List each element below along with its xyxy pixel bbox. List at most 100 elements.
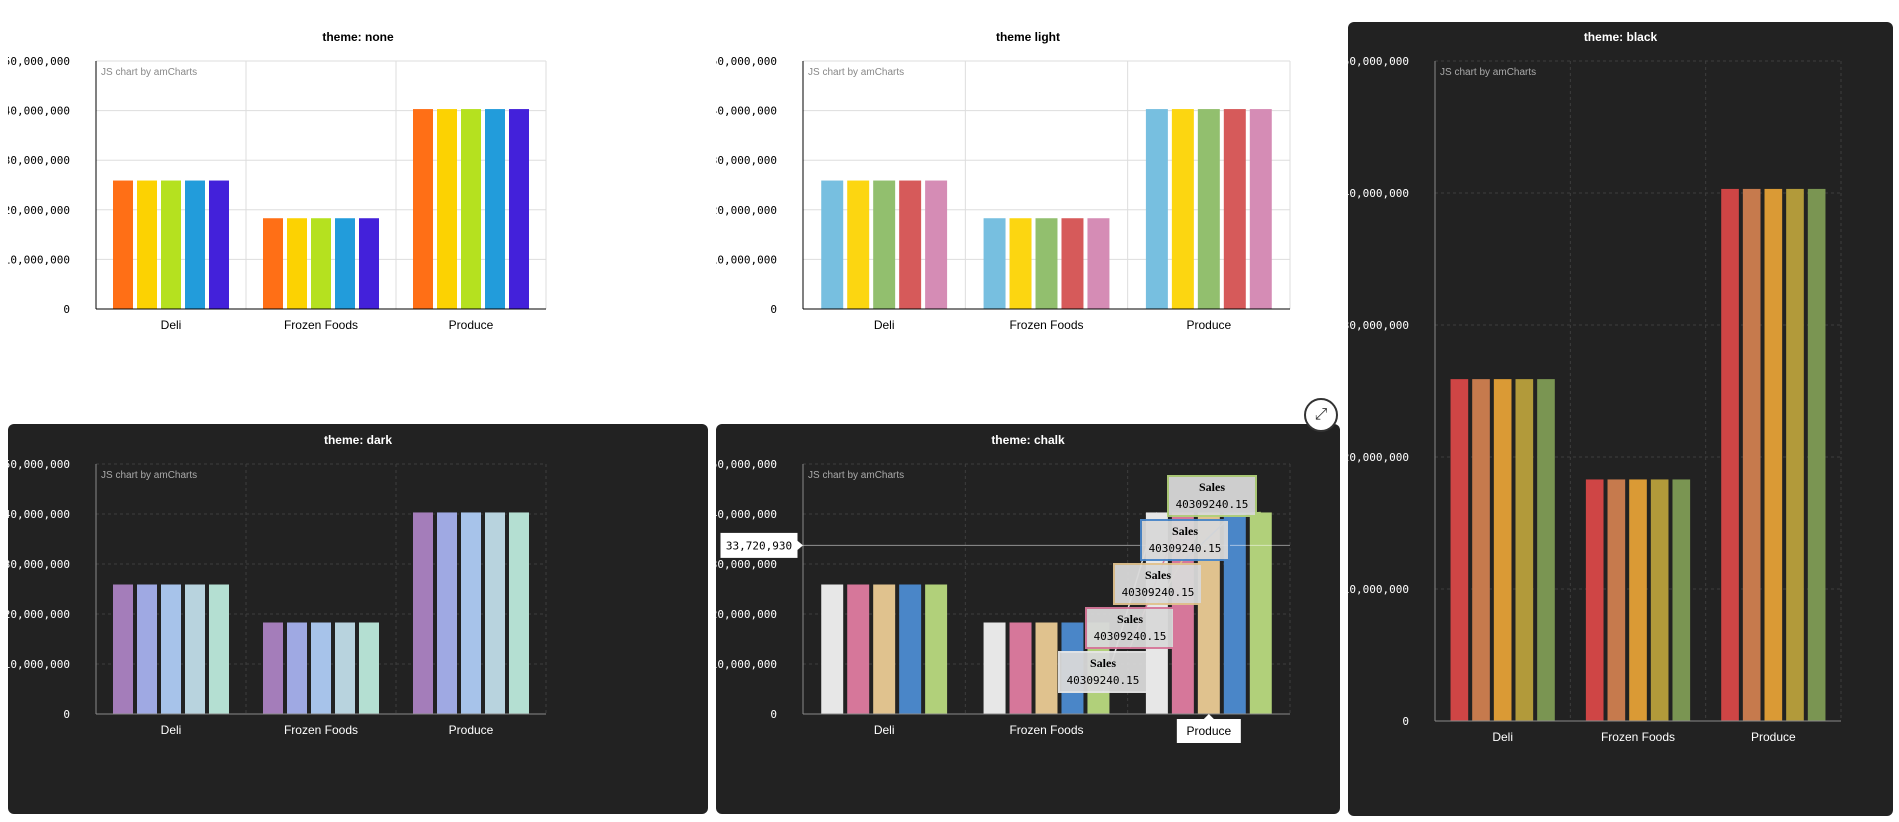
- y-tick-label: 30,000,000: [716, 154, 777, 167]
- x-tick-label: Produce: [1751, 730, 1796, 744]
- y-tick-label: 10,000,000: [716, 658, 777, 671]
- bar: [359, 622, 379, 714]
- balloon-title: Sales: [1145, 568, 1171, 582]
- balloon: [1167, 475, 1257, 517]
- cursor-category-pointer: [1203, 714, 1214, 719]
- bar: [359, 218, 379, 309]
- bar: [1764, 188, 1783, 721]
- x-tick-label: Frozen Foods: [1009, 723, 1083, 737]
- bar: [413, 512, 433, 714]
- bar: [847, 180, 870, 309]
- bar: [1786, 188, 1804, 721]
- bar: [1035, 622, 1058, 714]
- chart-title: theme: black: [1584, 30, 1658, 44]
- bar: [1493, 379, 1512, 721]
- y-tick-label: 0: [1402, 715, 1409, 728]
- balloon: [1113, 563, 1203, 605]
- x-tick-label: Deli: [161, 318, 182, 332]
- balloon-value: 40309240.15: [1067, 674, 1140, 687]
- bar: [461, 109, 481, 310]
- x-tick-label: Deli: [874, 723, 895, 737]
- bar: [1009, 622, 1032, 714]
- bar: [1472, 379, 1490, 721]
- bar: [437, 512, 457, 714]
- bar: [161, 584, 181, 714]
- y-tick-label: 50,000,000: [1348, 55, 1409, 68]
- bar: [1450, 379, 1469, 721]
- bar: [509, 109, 529, 310]
- bar: [185, 584, 205, 714]
- bar: [873, 180, 896, 309]
- bar: [1249, 512, 1272, 714]
- y-tick-label: 40,000,000: [1348, 187, 1409, 200]
- y-tick-label: 40,000,000: [8, 105, 70, 118]
- balloon-title: Sales: [1090, 656, 1116, 670]
- cursor-category-label: Produce: [1186, 724, 1231, 738]
- bar: [263, 622, 283, 714]
- y-tick-label: 20,000,000: [716, 204, 777, 217]
- bar: [1087, 218, 1110, 309]
- bar: [1721, 188, 1739, 721]
- bar: [185, 180, 205, 309]
- bar: [263, 218, 283, 309]
- chart-credit: JS chart by amCharts: [1440, 67, 1536, 78]
- x-tick-label: Frozen Foods: [1601, 730, 1675, 744]
- y-tick-label: 50,000,000: [8, 55, 70, 68]
- chart-theme-light: theme light 0 10,000,000 20,000,000 30,000,0…: [716, 30, 1291, 332]
- bar: [437, 109, 457, 310]
- bar: [983, 622, 1006, 714]
- bar: [335, 622, 355, 714]
- bar: [1223, 512, 1246, 714]
- bar: [1171, 512, 1194, 714]
- balloon-value: 40309240.15: [1149, 542, 1222, 555]
- chart-panel-theme-chalk: theme: chalk 0 10,000,000 20,000,000 30,000,…: [716, 424, 1340, 814]
- x-tick-label: Produce: [449, 723, 494, 737]
- x-tick-label: Deli: [1492, 730, 1513, 744]
- bar: [311, 622, 331, 714]
- balloon-value: 40309240.15: [1122, 586, 1195, 599]
- x-tick-label: Produce: [449, 318, 494, 332]
- bar: [1629, 479, 1647, 721]
- balloon-title: Sales: [1199, 480, 1225, 494]
- bar: [1197, 109, 1220, 310]
- chart-title: theme: chalk: [991, 433, 1065, 447]
- chart-credit: JS chart by amCharts: [808, 67, 904, 78]
- bar: [1171, 109, 1194, 310]
- bar: [821, 180, 844, 309]
- y-tick-label: 10,000,000: [8, 253, 70, 266]
- bar: [137, 584, 157, 714]
- balloon: [1140, 519, 1230, 561]
- y-tick-label: 0: [63, 303, 70, 316]
- chart-theme-none: theme: none 0 10,000,000 20,000,000 30,000,0…: [8, 30, 547, 332]
- cursor-value-pointer: [797, 540, 803, 551]
- bar: [1807, 188, 1826, 721]
- bar: [1035, 218, 1058, 309]
- bar: [161, 180, 181, 309]
- bar: [413, 109, 433, 310]
- y-tick-label: 20,000,000: [1348, 451, 1409, 464]
- y-tick-label: 40,000,000: [716, 105, 777, 118]
- chart-title: theme: dark: [324, 433, 392, 447]
- y-tick-label: 50,000,000: [8, 458, 70, 471]
- bar: [1061, 218, 1084, 309]
- x-tick-label: Deli: [161, 723, 182, 737]
- y-tick-label: 30,000,000: [1348, 319, 1409, 332]
- bar: [1223, 109, 1246, 310]
- balloon-value: 40309240.15: [1176, 498, 1249, 511]
- chart-panel-theme-light: theme light 0 10,000,000 20,000,000 30,000,0…: [716, 22, 1340, 420]
- cursor-value-label: 33,720,930: [726, 539, 792, 552]
- chart-credit: JS chart by amCharts: [101, 67, 197, 78]
- bar: [1672, 479, 1691, 721]
- balloon: [1058, 651, 1148, 693]
- bar: [1607, 479, 1626, 721]
- y-tick-label: 10,000,000: [716, 253, 777, 266]
- bar: [113, 584, 133, 714]
- bar: [1145, 109, 1168, 310]
- chart-panel-theme-black: theme: black 0 10,000,000 20,000,000 30,000,…: [1348, 22, 1893, 816]
- balloon-title: Sales: [1172, 524, 1198, 538]
- bar: [847, 584, 870, 714]
- y-tick-label: 10,000,000: [8, 658, 70, 671]
- chart-panel-theme-none: theme: none 0 10,000,000 20,000,000 30,000,0…: [8, 22, 708, 420]
- bar: [1585, 479, 1604, 721]
- expand-button[interactable]: ⤢: [1304, 398, 1338, 432]
